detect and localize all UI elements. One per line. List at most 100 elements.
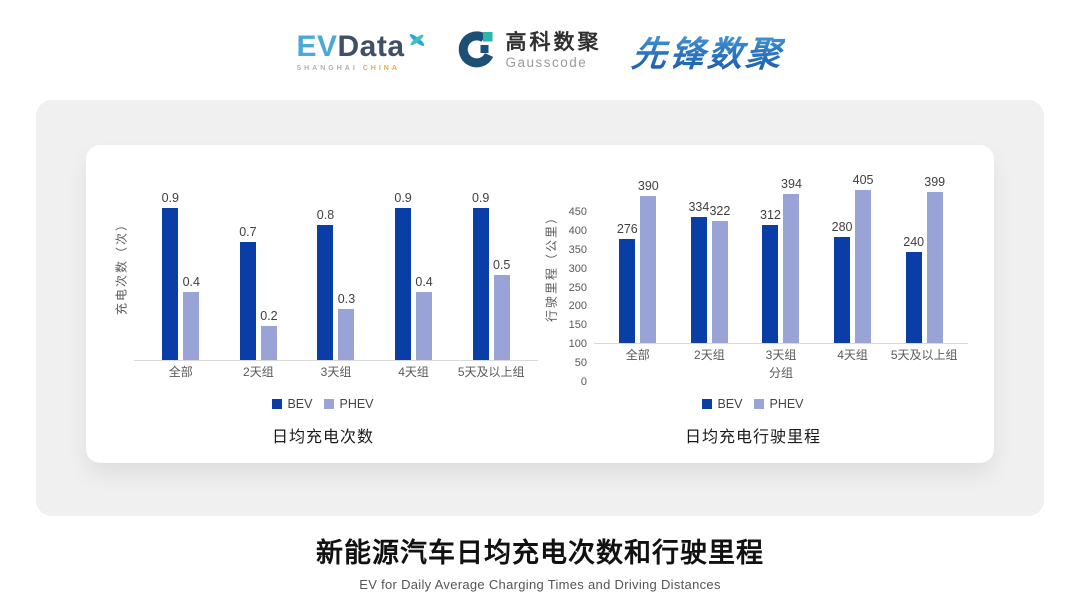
- y-tick-label: 250: [568, 281, 587, 294]
- y-tick-label: 100: [568, 338, 587, 351]
- legend: BEV PHEV: [108, 393, 538, 415]
- bar-bev: 334: [688, 200, 709, 343]
- category-label: 2天组: [243, 365, 274, 379]
- bar-group: 240 399: [888, 175, 960, 343]
- bar-phev: 394: [781, 177, 802, 343]
- bar-bev: 0.8: [317, 208, 334, 360]
- bar-group: 0.9 0.4: [375, 191, 453, 360]
- gausscode-cn-text: 高科数聚: [505, 31, 602, 54]
- bar-phev: 405: [853, 173, 874, 343]
- bar-value-label: 0.4: [182, 275, 200, 289]
- legend-swatch-icon: [702, 399, 713, 409]
- category-label: 全部: [625, 348, 650, 362]
- bar-bev: 0.7: [239, 225, 257, 360]
- bar-value-label: 0.2: [260, 309, 278, 323]
- bar-value-label: 394: [781, 177, 802, 191]
- logo-bar: EV Data SHANGHAI CHINA: [0, 20, 1080, 82]
- bar-value-label: 240: [903, 235, 925, 249]
- legend-label: PHEV: [339, 397, 374, 411]
- bar-group: 0.9 0.5: [452, 191, 530, 360]
- legend-label: BEV: [717, 397, 743, 411]
- bar-value-label: 0.7: [239, 225, 257, 239]
- plot-area-wrap: 充电次数（次） 0.9 0.4 0.7 0.2 0.8 0.3 0.9 0.4 0.9 0.5 全…: [108, 167, 538, 383]
- pioneer-logo: 先锋数聚: [629, 26, 786, 77]
- bar-group: 280 405: [817, 173, 889, 343]
- bar-bev: 280: [832, 220, 853, 343]
- bar-value-label: 0.5: [492, 258, 511, 272]
- legend-label: BEV: [287, 397, 313, 411]
- bar-value-label: 0.8: [316, 208, 335, 222]
- y-axis-label: 充电次数（次）: [114, 217, 129, 316]
- plot: 276 390 334 322 312 394 280 405 240 399: [594, 167, 968, 344]
- category-label: 2天组: [694, 348, 725, 362]
- y-axis-ticks: 0 50 100 150 200 250 300 350 400 450: [564, 167, 594, 388]
- bar-value-label: 280: [831, 220, 853, 234]
- bar-value-label: 0.9: [394, 191, 412, 205]
- bar-phev: 0.4: [415, 275, 433, 360]
- gray-panel: 充电次数（次） 0.9 0.4 0.7 0.2 0.8 0.3 0.9 0.4 0.9 0.5 全…: [36, 100, 1044, 516]
- plot-main: 276 390 334 322 312 394 280 405 240 399 全部 2天组 3天组 4…: [594, 167, 968, 383]
- evdata-wordmark: EV Data: [296, 30, 426, 64]
- page-title: 新能源汽车日均充电次数和行驶里程: [316, 538, 764, 568]
- bar-group: 334 322: [674, 200, 746, 343]
- evdata-logo: EV Data SHANGHAI CHINA: [296, 30, 426, 72]
- bar-phev: 399: [924, 175, 945, 343]
- bar-phev: 0.4: [183, 275, 200, 360]
- bar-value-label: 276: [616, 222, 638, 236]
- bar-value-label: 405: [852, 173, 874, 187]
- footer: 新能源汽车日均充电次数和行驶里程 EV for Daily Average Ch…: [0, 531, 1080, 592]
- bar-group: 0.8 0.3: [297, 208, 375, 360]
- gausscode-wordmark: 高科数聚 Gausscode: [506, 31, 602, 71]
- legend-swatch-icon: [754, 399, 765, 409]
- chart-card: 充电次数（次） 0.9 0.4 0.7 0.2 0.8 0.3 0.9 0.4 0.9 0.5 全…: [86, 145, 994, 463]
- bar-value-label: 0.4: [415, 275, 433, 289]
- y-tick-label: 50: [574, 357, 587, 370]
- chart-title: 日均充电行驶里程: [684, 429, 821, 446]
- bar-group: 0.7 0.2: [220, 225, 298, 360]
- page-subtitle: EV for Daily Average Charging Times and …: [359, 577, 721, 592]
- bar-bev: 0.9: [162, 191, 179, 360]
- legend-item-bev: BEV: [702, 397, 742, 411]
- bar-value-label: 0.9: [471, 191, 490, 205]
- bar-phev: 0.2: [260, 309, 278, 360]
- legend-label: PHEV: [769, 397, 804, 411]
- bar-phev: 322: [709, 204, 730, 343]
- legend-swatch-icon: [272, 399, 283, 409]
- y-tick-label: 350: [568, 243, 587, 256]
- evdata-x-icon: [407, 24, 427, 58]
- category-label: 5天及以上组: [890, 348, 958, 362]
- evdata-subtitle: SHANGHAI CHINA: [296, 65, 426, 72]
- bar-phev: 390: [638, 179, 659, 343]
- y-tick-label: 200: [568, 300, 587, 313]
- bar-bev: 0.9: [394, 191, 412, 360]
- legend-item-phev: PHEV: [324, 397, 374, 411]
- legend-item-phev: PHEV: [754, 397, 804, 411]
- bar-value-label: 334: [688, 200, 710, 214]
- evdata-sub-china: CHINA: [362, 65, 400, 72]
- bar-value-label: 399: [924, 175, 946, 189]
- legend-item-bev: BEV: [272, 397, 312, 411]
- bar-bev: 312: [760, 208, 781, 343]
- gausscode-icon: [457, 29, 497, 74]
- category-label: 全部: [168, 365, 193, 379]
- bar-value-label: 390: [637, 179, 659, 193]
- x-axis-label: 分组: [768, 366, 793, 380]
- y-axis-label: 行驶里程（公里）: [544, 210, 559, 323]
- y-tick-label: 300: [568, 262, 587, 275]
- y-tick-label: 0: [580, 376, 587, 388]
- bar-group: 276 390: [602, 179, 674, 343]
- bar-value-label: 0.3: [337, 292, 356, 306]
- category-label: 4天组: [837, 348, 868, 362]
- bar-bev: 0.9: [472, 191, 489, 360]
- y-tick-label: 400: [568, 224, 587, 237]
- evdata-sub-shanghai: SHANGHAI: [296, 65, 358, 72]
- category-label: 3天组: [765, 348, 797, 362]
- category-axis: 全部 2天组 3天组 4天组 5天及以上组: [134, 361, 538, 383]
- y-tick-label: 450: [568, 206, 587, 218]
- bar-value-label: 312: [760, 208, 781, 222]
- bar-bev: 276: [617, 222, 638, 343]
- bar-value-label: 0.9: [161, 191, 179, 205]
- bar-group: 0.9 0.4: [142, 191, 220, 360]
- category-label: 4天组: [398, 365, 429, 379]
